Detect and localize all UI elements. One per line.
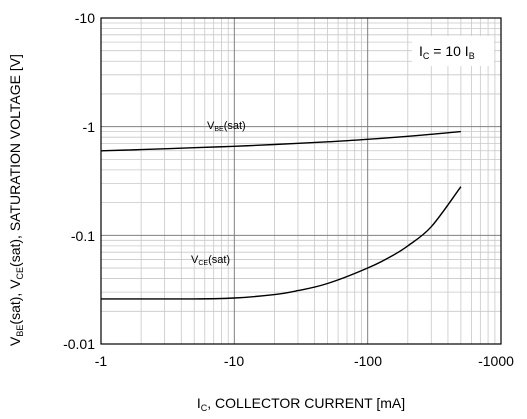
- minor-grid: [101, 18, 501, 344]
- vce-label-rest: (sat): [208, 254, 230, 266]
- x-tick-label: -1: [95, 353, 108, 369]
- vbe-label-main: V: [207, 120, 215, 132]
- annotation-text: IC = 10 IB: [419, 43, 475, 61]
- vce-label-sub: CE: [198, 260, 208, 267]
- vbe-label-rest: (sat): [224, 120, 246, 132]
- series-label-vbe: VBE(sat): [207, 120, 246, 133]
- xlabel-sub: C: [201, 403, 208, 413]
- x-tick-label: -100: [354, 353, 382, 369]
- plot-frame: [100, 17, 502, 345]
- vce-label-main: V: [191, 254, 199, 266]
- xlabel-main: I: [197, 395, 201, 411]
- ylabel-p3: (sat), SATURATION VOLTAGE [V]: [7, 54, 23, 267]
- vbe-label-sub: BE: [214, 126, 224, 133]
- y-axis-label: VBE(sat), VCE(sat), SATURATION VOLTAGE […: [7, 54, 25, 346]
- x-axis-label: IC, COLLECTOR CURRENT [mA]: [197, 395, 405, 413]
- ylabel-s2: CE: [15, 267, 25, 280]
- series-label-vce: VCE(sat): [191, 254, 230, 267]
- plot-background: [101, 18, 501, 344]
- ylabel-p1: V: [7, 336, 23, 346]
- annotation-ib-sub: B: [469, 51, 475, 61]
- y-tick-label: -10: [75, 10, 95, 26]
- y-tick-label: -1: [83, 119, 96, 135]
- annotation-ic: I: [419, 43, 423, 59]
- xlabel-rest: , COLLECTOR CURRENT [mA]: [207, 395, 405, 411]
- vce-sat-curve: [101, 186, 462, 300]
- y-tick-label: -0.01: [63, 336, 95, 352]
- major-grid: [101, 18, 501, 344]
- x-tick-label: -1000: [478, 353, 514, 369]
- ylabel-p2: (sat), V: [7, 279, 23, 325]
- annotation-eq: = 10 I: [429, 43, 468, 59]
- series-layer: [100, 130, 462, 300]
- vbe-sat-curve: [100, 130, 461, 152]
- ylabel-s1: BE: [15, 325, 25, 337]
- y-tick-label: -0.1: [71, 228, 95, 244]
- x-tick-label: -10: [224, 353, 244, 369]
- annotation-box: [412, 36, 494, 66]
- annotation-ic-sub: C: [423, 51, 430, 61]
